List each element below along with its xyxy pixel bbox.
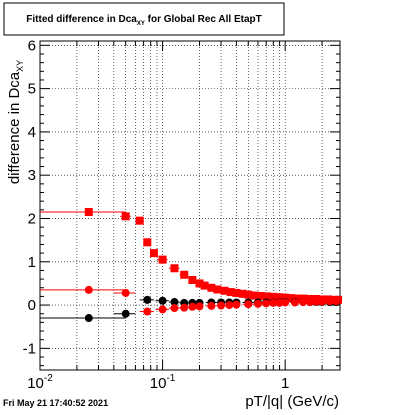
x-tick-label: 10-1	[150, 373, 176, 392]
data-point-square	[293, 294, 302, 303]
title-box: Fitted difference in DcaXY for Global Re…	[3, 2, 285, 36]
y-tick-label: 1	[28, 254, 36, 271]
data-point-circle	[217, 301, 226, 310]
x-tick-label-base: 10	[27, 375, 44, 392]
chart-title-suffix: for Global Rec All EtapT	[145, 14, 262, 25]
x-axis-label: pT/|q| (GeV/c)	[245, 393, 339, 410]
data-point-square	[232, 288, 241, 297]
data-point-square	[287, 294, 296, 303]
data-point-circle	[84, 314, 93, 323]
data-point-square	[220, 286, 229, 295]
data-point-square	[200, 281, 209, 290]
data-point-square	[256, 291, 265, 300]
data-point-square	[195, 279, 204, 288]
data-point-circle	[207, 301, 216, 310]
data-point-circle	[195, 302, 204, 311]
data-point-square	[84, 207, 93, 216]
data-point-square	[180, 270, 189, 279]
data-point-circle	[158, 305, 167, 314]
chart-title-main: Fitted difference in Dca	[26, 14, 137, 25]
x-tick-label: 1	[281, 375, 289, 392]
data-point-circle	[244, 300, 253, 309]
data-point-circle	[170, 298, 179, 307]
data-point-square	[244, 290, 253, 299]
chart-title: Fitted difference in DcaXY for Global Re…	[26, 14, 261, 27]
data-point-circle	[84, 285, 93, 294]
plot-frame	[39, 40, 341, 371]
y-tick-label: 0	[28, 297, 36, 314]
data-point-square	[149, 249, 158, 258]
data-marks	[40, 207, 343, 323]
data-point-square	[269, 292, 278, 301]
y-tick-label: 4	[28, 124, 36, 141]
data-point-circle	[325, 297, 334, 306]
data-point-circle	[253, 299, 262, 308]
data-point-circle	[188, 302, 197, 311]
y-tick-label: 3	[28, 167, 36, 184]
data-point-square	[226, 288, 235, 297]
series-2	[40, 285, 341, 316]
x-tick-label-exponent: -2	[44, 373, 53, 384]
data-point-circle	[332, 297, 341, 306]
y-tick-label: -1	[23, 340, 36, 357]
data-point-circle	[180, 303, 189, 312]
y-axis-label: difference in DcaXY	[6, 60, 25, 184]
data-point-square	[158, 255, 167, 264]
data-point-circle	[306, 298, 315, 307]
y-tick-label: 2	[28, 210, 36, 227]
y-axis-label-main: difference in Dca	[6, 71, 23, 184]
data-point-square	[238, 289, 247, 298]
data-point-circle	[290, 298, 299, 307]
data-point-square	[170, 264, 179, 273]
data-point-square	[281, 293, 290, 302]
data-point-circle	[312, 297, 321, 306]
data-point-circle	[232, 300, 241, 309]
y-tick-label: 6	[28, 37, 36, 54]
data-point-circle	[262, 299, 271, 308]
data-point-square	[121, 212, 130, 221]
data-point-circle	[158, 296, 167, 305]
data-point-circle	[121, 309, 130, 318]
data-point-square	[135, 216, 144, 225]
data-point-square	[213, 285, 222, 294]
chart-title-subscript: XY	[137, 21, 145, 27]
data-point-circle	[281, 298, 290, 307]
data-point-square	[207, 283, 216, 292]
data-point-circle	[299, 298, 308, 307]
data-point-square	[188, 275, 197, 284]
data-point-circle	[143, 295, 152, 304]
x-tick-label: 10-2	[27, 373, 53, 392]
data-point-square	[250, 291, 259, 300]
data-point-square	[262, 292, 271, 301]
data-point-circle	[318, 297, 327, 306]
x-tick-label-base: 1	[281, 375, 289, 392]
data-point-square	[275, 293, 284, 302]
data-point-circle	[143, 307, 152, 316]
y-tick-label: 5	[28, 81, 36, 98]
data-point-square	[143, 238, 152, 247]
x-tick-label-base: 10	[150, 375, 167, 392]
data-point-circle	[225, 301, 234, 310]
y-axis-label-subscript: XY	[15, 60, 25, 72]
timestamp: Fri May 21 17:40:52 2021	[3, 398, 108, 408]
title-frame	[3, 2, 285, 36]
data-point-circle	[170, 304, 179, 313]
data-point-circle	[121, 288, 130, 297]
data-point-circle	[269, 298, 278, 307]
x-tick-label-exponent: -1	[166, 373, 175, 384]
